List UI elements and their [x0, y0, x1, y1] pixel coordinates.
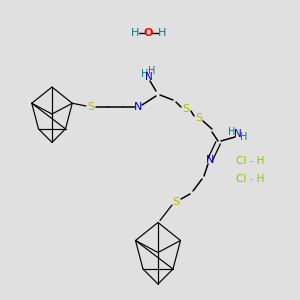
Text: N: N [234, 129, 242, 139]
Text: H: H [228, 127, 236, 137]
Text: H: H [148, 66, 156, 76]
Text: N: N [206, 155, 214, 165]
Text: N: N [145, 72, 153, 82]
Text: Cl - H: Cl - H [236, 173, 265, 184]
Text: H: H [158, 28, 166, 38]
Text: N: N [134, 102, 142, 112]
Text: S: S [182, 104, 190, 114]
Text: S: S [195, 113, 203, 123]
Text: S: S [172, 197, 180, 207]
Text: H: H [141, 69, 149, 79]
Text: O: O [143, 28, 153, 38]
Text: H: H [240, 132, 248, 142]
Text: Cl - H: Cl - H [236, 155, 265, 166]
Text: H: H [131, 28, 139, 38]
Text: S: S [87, 102, 94, 112]
